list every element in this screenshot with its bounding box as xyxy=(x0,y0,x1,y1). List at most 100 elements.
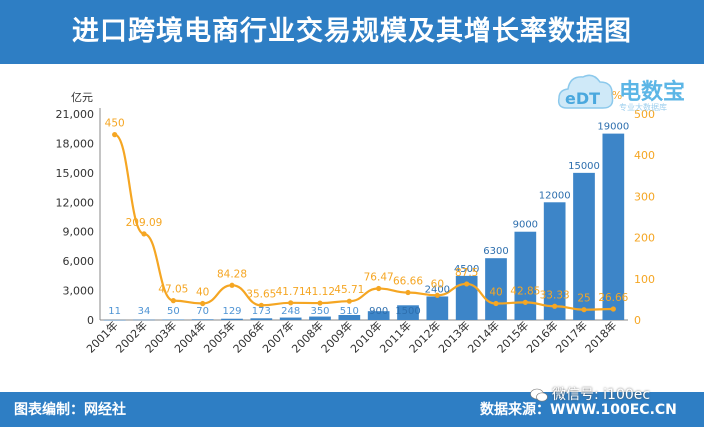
bar xyxy=(426,296,449,320)
x-tick-label: 2012年 xyxy=(406,318,443,355)
bar xyxy=(485,258,507,320)
growth-point xyxy=(200,300,206,307)
growth-point xyxy=(522,299,528,305)
bar xyxy=(543,202,566,320)
logo-name: 电数宝 xyxy=(619,80,686,105)
bar xyxy=(309,316,331,320)
y-tick-label: 12,000 xyxy=(56,196,95,209)
bar xyxy=(367,311,390,320)
y-tick-label: 18,000 xyxy=(56,137,95,150)
growth-value-label: 41.71 xyxy=(276,286,306,298)
growth-value-label: 84.28 xyxy=(217,268,247,280)
logo-badge: eDT xyxy=(565,89,600,108)
growth-value-label: 25 xyxy=(577,293,590,305)
x-tick-label: 2013年 xyxy=(435,318,472,355)
growth-value-label: 47.05 xyxy=(158,284,188,296)
y2-tick-label: 300 xyxy=(634,190,655,203)
growth-value-label: 40 xyxy=(489,287,502,299)
growth-point xyxy=(464,281,470,287)
growth-value-label: 450 xyxy=(105,118,125,130)
chart-area: 亿元 0 3,000 6,000 9,000 12,000 15,000 18,000 21,0… xyxy=(56,89,656,356)
wechat-icon xyxy=(530,388,548,402)
wechat-watermark: 微信号: i100ec xyxy=(530,384,700,403)
x-tick-label: 2015年 xyxy=(494,318,531,355)
bar-value-label: 15000 xyxy=(568,161,600,172)
growth-point xyxy=(288,300,294,306)
bar xyxy=(162,319,185,321)
growth-value-label: 35.65 xyxy=(246,288,276,300)
bar xyxy=(602,133,625,320)
footer: 图表编制：网经社 数据来源：WWW.100EC.CN xyxy=(0,392,704,427)
growth-value-label: 66.66 xyxy=(393,276,423,288)
cloud-logo-icon: eDT xyxy=(557,74,614,109)
growth-value-label: 33.33 xyxy=(540,289,570,301)
y-tick-label: 21,000 xyxy=(56,108,95,121)
logo-subtitle: 专业大数据库 xyxy=(619,103,667,112)
growth-value-label: 41.12 xyxy=(305,286,335,298)
bar xyxy=(250,318,273,320)
bar xyxy=(397,305,419,320)
x-tick-label: 2003年 xyxy=(142,318,179,355)
bar xyxy=(133,319,155,321)
x-tick-label: 2010年 xyxy=(347,318,384,355)
bar xyxy=(338,314,361,320)
x-tick-label: 2002年 xyxy=(113,318,150,355)
bar-value-label: 510 xyxy=(340,306,359,317)
growth-value-label: 87.5 xyxy=(455,267,478,279)
bar-value-label: 6300 xyxy=(483,246,508,257)
bar-value-label: 19000 xyxy=(597,122,629,133)
growth-point xyxy=(405,289,411,296)
y2-tick-label: 0 xyxy=(634,314,641,327)
growth-value-label: 26.66 xyxy=(598,292,628,304)
x-tick-label: 2008年 xyxy=(289,318,326,355)
bar-value-label: 173 xyxy=(252,306,271,317)
chart-header: 进口跨境电商行业交易规模及其增长率数据图 xyxy=(0,0,704,64)
bar-value-label: 11 xyxy=(108,306,121,317)
logo: eDT 电数宝 专业大数据库 xyxy=(555,68,704,120)
bar-value-label: 350 xyxy=(310,306,329,317)
growth-point xyxy=(434,292,440,298)
y2-tick-label: 200 xyxy=(634,232,655,245)
growth-point xyxy=(581,307,587,313)
bar-value-label: 9000 xyxy=(513,220,538,231)
growth-point xyxy=(170,298,176,304)
y2-tick-label: 500 xyxy=(634,108,655,121)
growth-point xyxy=(229,282,235,288)
growth-point xyxy=(552,303,558,309)
growth-point xyxy=(141,231,147,237)
bar-value-label: 4500 xyxy=(454,264,479,275)
growth-point xyxy=(317,300,323,306)
x-tick-label: 2014年 xyxy=(465,318,502,355)
growth-point xyxy=(610,306,616,312)
y-tick-label: 0 xyxy=(87,314,94,327)
growth-point xyxy=(112,132,118,138)
bar xyxy=(103,319,126,321)
chart-title: 进口跨境电商行业交易规模及其增长率数据图 xyxy=(72,16,632,47)
bar-value-label: 50 xyxy=(167,306,180,317)
growth-value-label: 45.71 xyxy=(334,284,364,296)
x-tick-label: 2005年 xyxy=(201,318,238,355)
bar xyxy=(514,231,537,320)
y2-tick-label: 400 xyxy=(634,149,655,162)
bar-value-label: 2400 xyxy=(425,284,450,295)
y2-axis-unit: % xyxy=(612,89,622,102)
y-tick-label: 6,000 xyxy=(63,255,95,268)
y-axis-unit: 亿元 xyxy=(71,91,93,104)
x-tick-label: 2006年 xyxy=(230,318,267,355)
bar-value-label: 12000 xyxy=(539,190,571,201)
x-tick-label: 2017年 xyxy=(553,318,590,355)
data-source: 数据来源：WWW.100EC.CN xyxy=(480,402,677,418)
y2-tick-label: 100 xyxy=(634,273,655,286)
bar xyxy=(191,319,214,320)
growth-value-label: 40 xyxy=(196,287,209,299)
bar xyxy=(279,317,302,320)
bar-value-label: 248 xyxy=(281,306,300,317)
growth-value-label: 209.09 xyxy=(126,217,163,229)
y-tick-label: 3,000 xyxy=(63,285,95,298)
y-tick-label: 9,000 xyxy=(63,226,95,239)
bar-value-label: 34 xyxy=(138,306,151,317)
bar-value-label: 129 xyxy=(222,306,241,317)
x-tick-label: 2009年 xyxy=(318,318,355,355)
bar xyxy=(221,318,243,320)
bar xyxy=(455,275,478,320)
